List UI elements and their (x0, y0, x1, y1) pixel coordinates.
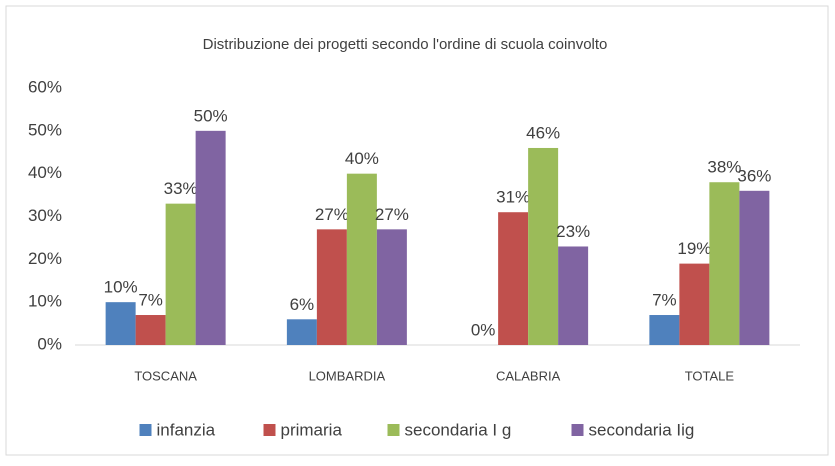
data-label: 33% (164, 179, 198, 198)
x-tick-label: CALABRIA (496, 368, 561, 383)
bar (346, 173, 377, 345)
legend-label: secondaria Iig (589, 420, 695, 439)
data-label: 27% (375, 205, 409, 224)
bar (165, 203, 196, 345)
data-label: 31% (496, 188, 530, 207)
data-label: 10% (104, 278, 138, 297)
data-label: 46% (526, 123, 560, 142)
legend-swatch (263, 424, 276, 436)
chart-border (5, 5, 829, 456)
data-label: 36% (737, 166, 771, 185)
y-tick-label: 20% (28, 249, 62, 268)
x-tick-label: TOSCANA (134, 368, 197, 383)
y-tick-label: 60% (28, 77, 62, 96)
data-label: 6% (290, 295, 315, 314)
bar (376, 229, 407, 345)
bar (679, 263, 710, 345)
bar (739, 190, 770, 345)
y-tick-label: 10% (28, 292, 62, 311)
data-label: 7% (652, 291, 677, 310)
legend-label: infanzia (157, 420, 216, 439)
data-label: 19% (677, 239, 711, 258)
bar (286, 319, 317, 345)
legend-swatch (387, 424, 400, 436)
data-label: 27% (315, 205, 349, 224)
bar (649, 315, 680, 345)
data-label: 0% (471, 320, 496, 339)
data-label: 38% (707, 158, 741, 177)
bar (105, 302, 136, 345)
chart-title: Distribuzione dei progetti secondo l'ord… (203, 36, 608, 53)
y-tick-label: 0% (37, 334, 62, 353)
data-label: 7% (138, 291, 163, 310)
bar (709, 182, 740, 345)
x-tick-label: TOTALE (685, 368, 735, 383)
legend-label: secondaria I g (405, 420, 512, 439)
legend-label: primaria (281, 420, 343, 439)
legend-swatch (139, 424, 152, 436)
bar (558, 246, 589, 345)
y-tick-label: 30% (28, 206, 62, 225)
legend-swatch (571, 424, 584, 436)
bar (135, 315, 166, 345)
bar (316, 229, 347, 345)
data-label: 50% (194, 106, 228, 125)
x-tick-label: LOMBARDIA (309, 368, 386, 383)
bar (528, 147, 559, 345)
y-tick-label: 50% (28, 120, 62, 139)
data-label: 40% (345, 149, 379, 168)
y-tick-label: 40% (28, 163, 62, 182)
data-label: 23% (556, 222, 590, 241)
bar (498, 212, 529, 345)
bar (195, 130, 226, 345)
